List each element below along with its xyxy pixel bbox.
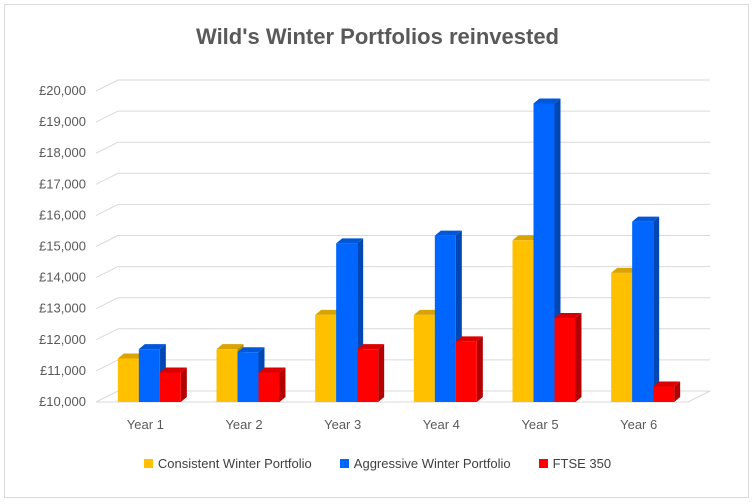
y-tick-label: £10,000 — [39, 394, 86, 409]
bar-side — [674, 381, 681, 402]
x-tick-label: Year 5 — [521, 417, 558, 432]
gridline-side — [95, 328, 119, 341]
bar-top — [611, 267, 639, 273]
bar-top — [512, 235, 540, 241]
y-tick-label: £20,000 — [39, 83, 86, 98]
bar-side — [575, 313, 582, 402]
gridline-side — [95, 297, 119, 310]
bar-top — [357, 344, 385, 350]
legend-label: Consistent Winter Portfolio — [157, 456, 312, 471]
bar-top — [455, 336, 483, 342]
y-tick-label: £19,000 — [39, 114, 86, 129]
bar — [434, 235, 456, 402]
bar — [258, 372, 280, 402]
bar-side — [476, 336, 483, 402]
bar — [413, 314, 435, 402]
chart-title: Wild's Winter Portfolios reinvested — [196, 24, 559, 49]
y-tick-label: £18,000 — [39, 145, 86, 160]
bar — [611, 272, 633, 402]
bar — [533, 103, 555, 402]
y-tick-label: £16,000 — [39, 207, 86, 222]
bar-top — [336, 238, 364, 244]
bar-top — [632, 216, 660, 222]
chart-legend: Consistent Winter Portfolio Aggressive Wi… — [0, 456, 755, 471]
bar-top — [237, 347, 265, 353]
floor-edge-side — [687, 390, 711, 403]
bar-top — [554, 313, 582, 319]
gridline-side — [95, 141, 119, 154]
gridline-side — [95, 172, 119, 185]
legend-label: FTSE 350 — [552, 456, 612, 471]
bar — [512, 240, 534, 402]
bar-top — [653, 381, 681, 387]
y-tick-label: £13,000 — [39, 301, 86, 316]
legend-item: Aggressive Winter Portfolio — [339, 456, 511, 471]
bar — [336, 243, 358, 402]
bar — [653, 386, 675, 402]
x-tick-label: Year 1 — [127, 417, 164, 432]
bar — [554, 318, 576, 402]
bar-top — [216, 344, 244, 350]
gridline-side — [95, 79, 119, 92]
bar-top — [413, 309, 441, 315]
bar-top — [138, 344, 166, 350]
gridline-side — [95, 203, 119, 216]
bar — [455, 341, 477, 402]
bar-top — [533, 98, 561, 104]
gridline-side — [95, 266, 119, 279]
bar — [632, 221, 654, 402]
y-tick-label: £12,000 — [39, 332, 86, 347]
y-tick-label: £14,000 — [39, 270, 86, 285]
bar-top — [258, 367, 286, 373]
gridline-side — [95, 390, 119, 403]
bar — [357, 349, 379, 402]
legend-label: Aggressive Winter Portfolio — [353, 456, 511, 471]
bar — [237, 352, 259, 402]
x-tick-label: Year 4 — [423, 417, 460, 432]
bar-top — [159, 367, 187, 373]
bar — [216, 349, 238, 402]
x-tick-label: Year 3 — [324, 417, 361, 432]
x-tick-label: Year 6 — [620, 417, 657, 432]
chart-frame — [4, 4, 749, 498]
y-tick-label: £17,000 — [39, 176, 86, 191]
gridline-side — [95, 359, 119, 372]
legend-swatch — [538, 459, 548, 468]
bar — [159, 372, 181, 402]
legend-item: Consistent Winter Portfolio — [143, 456, 312, 471]
gridline-side — [95, 235, 119, 247]
bar-top — [117, 353, 145, 359]
bar-top — [434, 230, 462, 236]
bar-side — [378, 344, 385, 402]
y-tick-label: £15,000 — [39, 239, 86, 254]
legend-swatch — [339, 459, 349, 468]
bar-side — [653, 216, 660, 402]
bar — [117, 358, 139, 402]
bar-side — [279, 367, 286, 402]
legend-swatch — [143, 459, 153, 468]
bar — [138, 349, 160, 402]
legend-item: FTSE 350 — [538, 456, 612, 471]
bar-side — [180, 367, 187, 402]
x-tick-label: Year 2 — [225, 417, 262, 432]
gridline-side — [95, 110, 119, 123]
bar — [315, 314, 337, 402]
y-tick-label: £11,000 — [40, 363, 86, 378]
bar-top — [315, 309, 343, 315]
